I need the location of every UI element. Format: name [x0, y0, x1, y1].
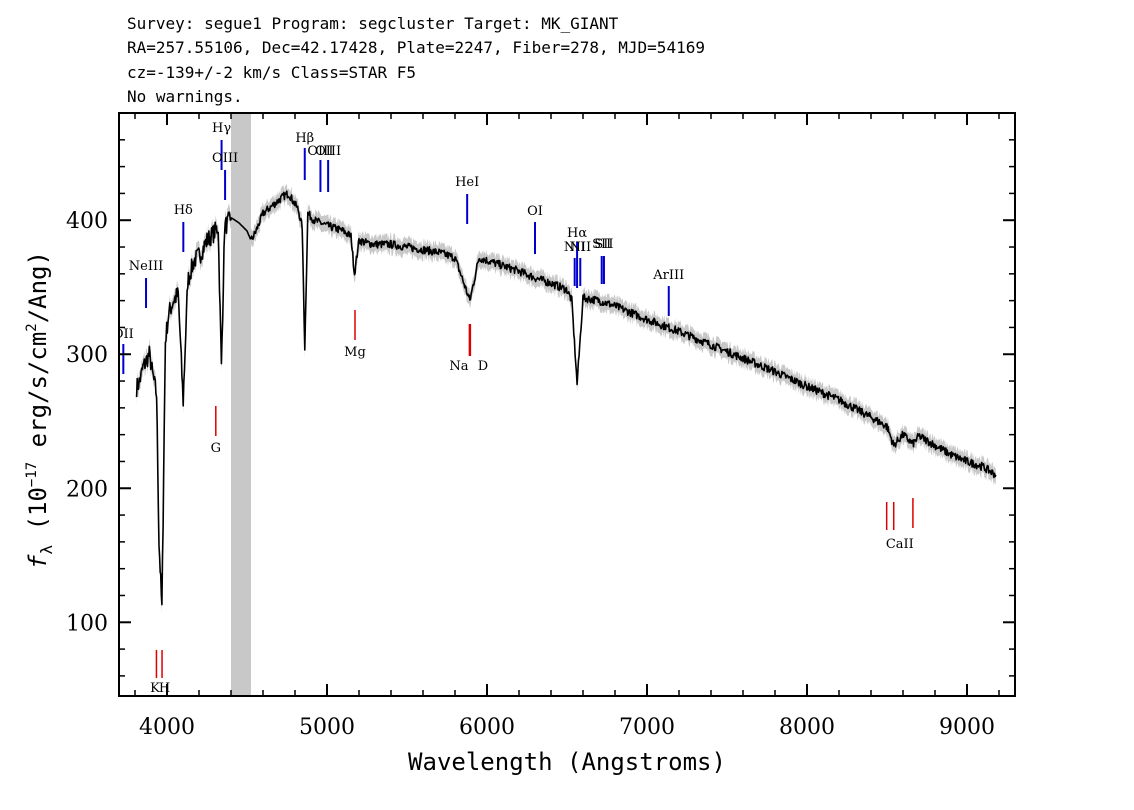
y-axis-title: fλ (10−17 erg/s/cm2/Ang)	[24, 251, 56, 569]
emission-line-label: SII	[594, 237, 613, 252]
x-tick-label: 6000	[459, 715, 515, 740]
emission-line-label: Hγ	[212, 121, 231, 136]
absorption-line-label: Mg	[344, 345, 366, 360]
emission-line-label: NeIII	[129, 259, 163, 274]
x-tick-label: 4000	[139, 715, 195, 740]
absorption-line-label: D	[478, 359, 488, 374]
y-tick-label: 200	[66, 477, 108, 502]
series-layer	[135, 190, 997, 606]
spectrum-series-line	[135, 190, 997, 606]
spectrum-header: Survey: segue1 Program: segcluster Targe…	[127, 14, 705, 106]
emission-line-label: OIII	[315, 144, 341, 159]
masked-region-layer	[231, 113, 251, 696]
header-coordinates-line: RA=257.55106, Dec=42.17428, Plate=2247, …	[127, 38, 705, 57]
emission-line-label: OIII	[212, 151, 238, 166]
x-axis-title: Wavelength (Angstroms)	[408, 748, 726, 776]
x-tick-label: 8000	[779, 715, 835, 740]
x-tick-label: 7000	[619, 715, 675, 740]
ticks-layer: 4000 5000 6000 7000 8000 9000 100 200 300 400	[66, 113, 1015, 740]
absorption-line-label: CaII	[886, 537, 914, 552]
absorption-line-label: K	[150, 681, 160, 696]
absorption-line-label: G	[211, 441, 221, 456]
emission-line-label: NII	[569, 240, 591, 255]
header-warnings-line: No warnings.	[127, 87, 243, 106]
emission-line-label: OIII	[307, 144, 333, 159]
emission-line-label: Hδ	[174, 203, 193, 218]
y-tick-label: 400	[66, 209, 108, 234]
y-tick-label: 300	[66, 343, 108, 368]
header-survey-line: Survey: segue1 Program: segcluster Targe…	[127, 14, 619, 33]
emission-line-label: SII	[592, 237, 611, 252]
masked-region-band	[231, 113, 251, 696]
header-redshift-line: cz=-139+/-2 km/s Class=STAR F5	[127, 63, 416, 82]
emission-line-label: ArIII	[652, 268, 684, 283]
emission-line-label: OII	[113, 327, 134, 342]
emission-line-label: HeI	[455, 175, 479, 190]
absorption-line-label: Na	[449, 359, 468, 374]
absorption-line-label: H	[159, 681, 170, 696]
plot-frame	[118, 112, 1016, 697]
y-tick-label: 100	[66, 611, 108, 636]
x-tick-label: 5000	[299, 715, 355, 740]
emission-line-label: OI	[527, 204, 543, 219]
x-tick-label: 9000	[939, 715, 995, 740]
emission-line-label: Hβ	[295, 131, 314, 146]
emission-line-label: NII	[564, 240, 586, 255]
emission-line-label: Hα	[567, 226, 587, 241]
